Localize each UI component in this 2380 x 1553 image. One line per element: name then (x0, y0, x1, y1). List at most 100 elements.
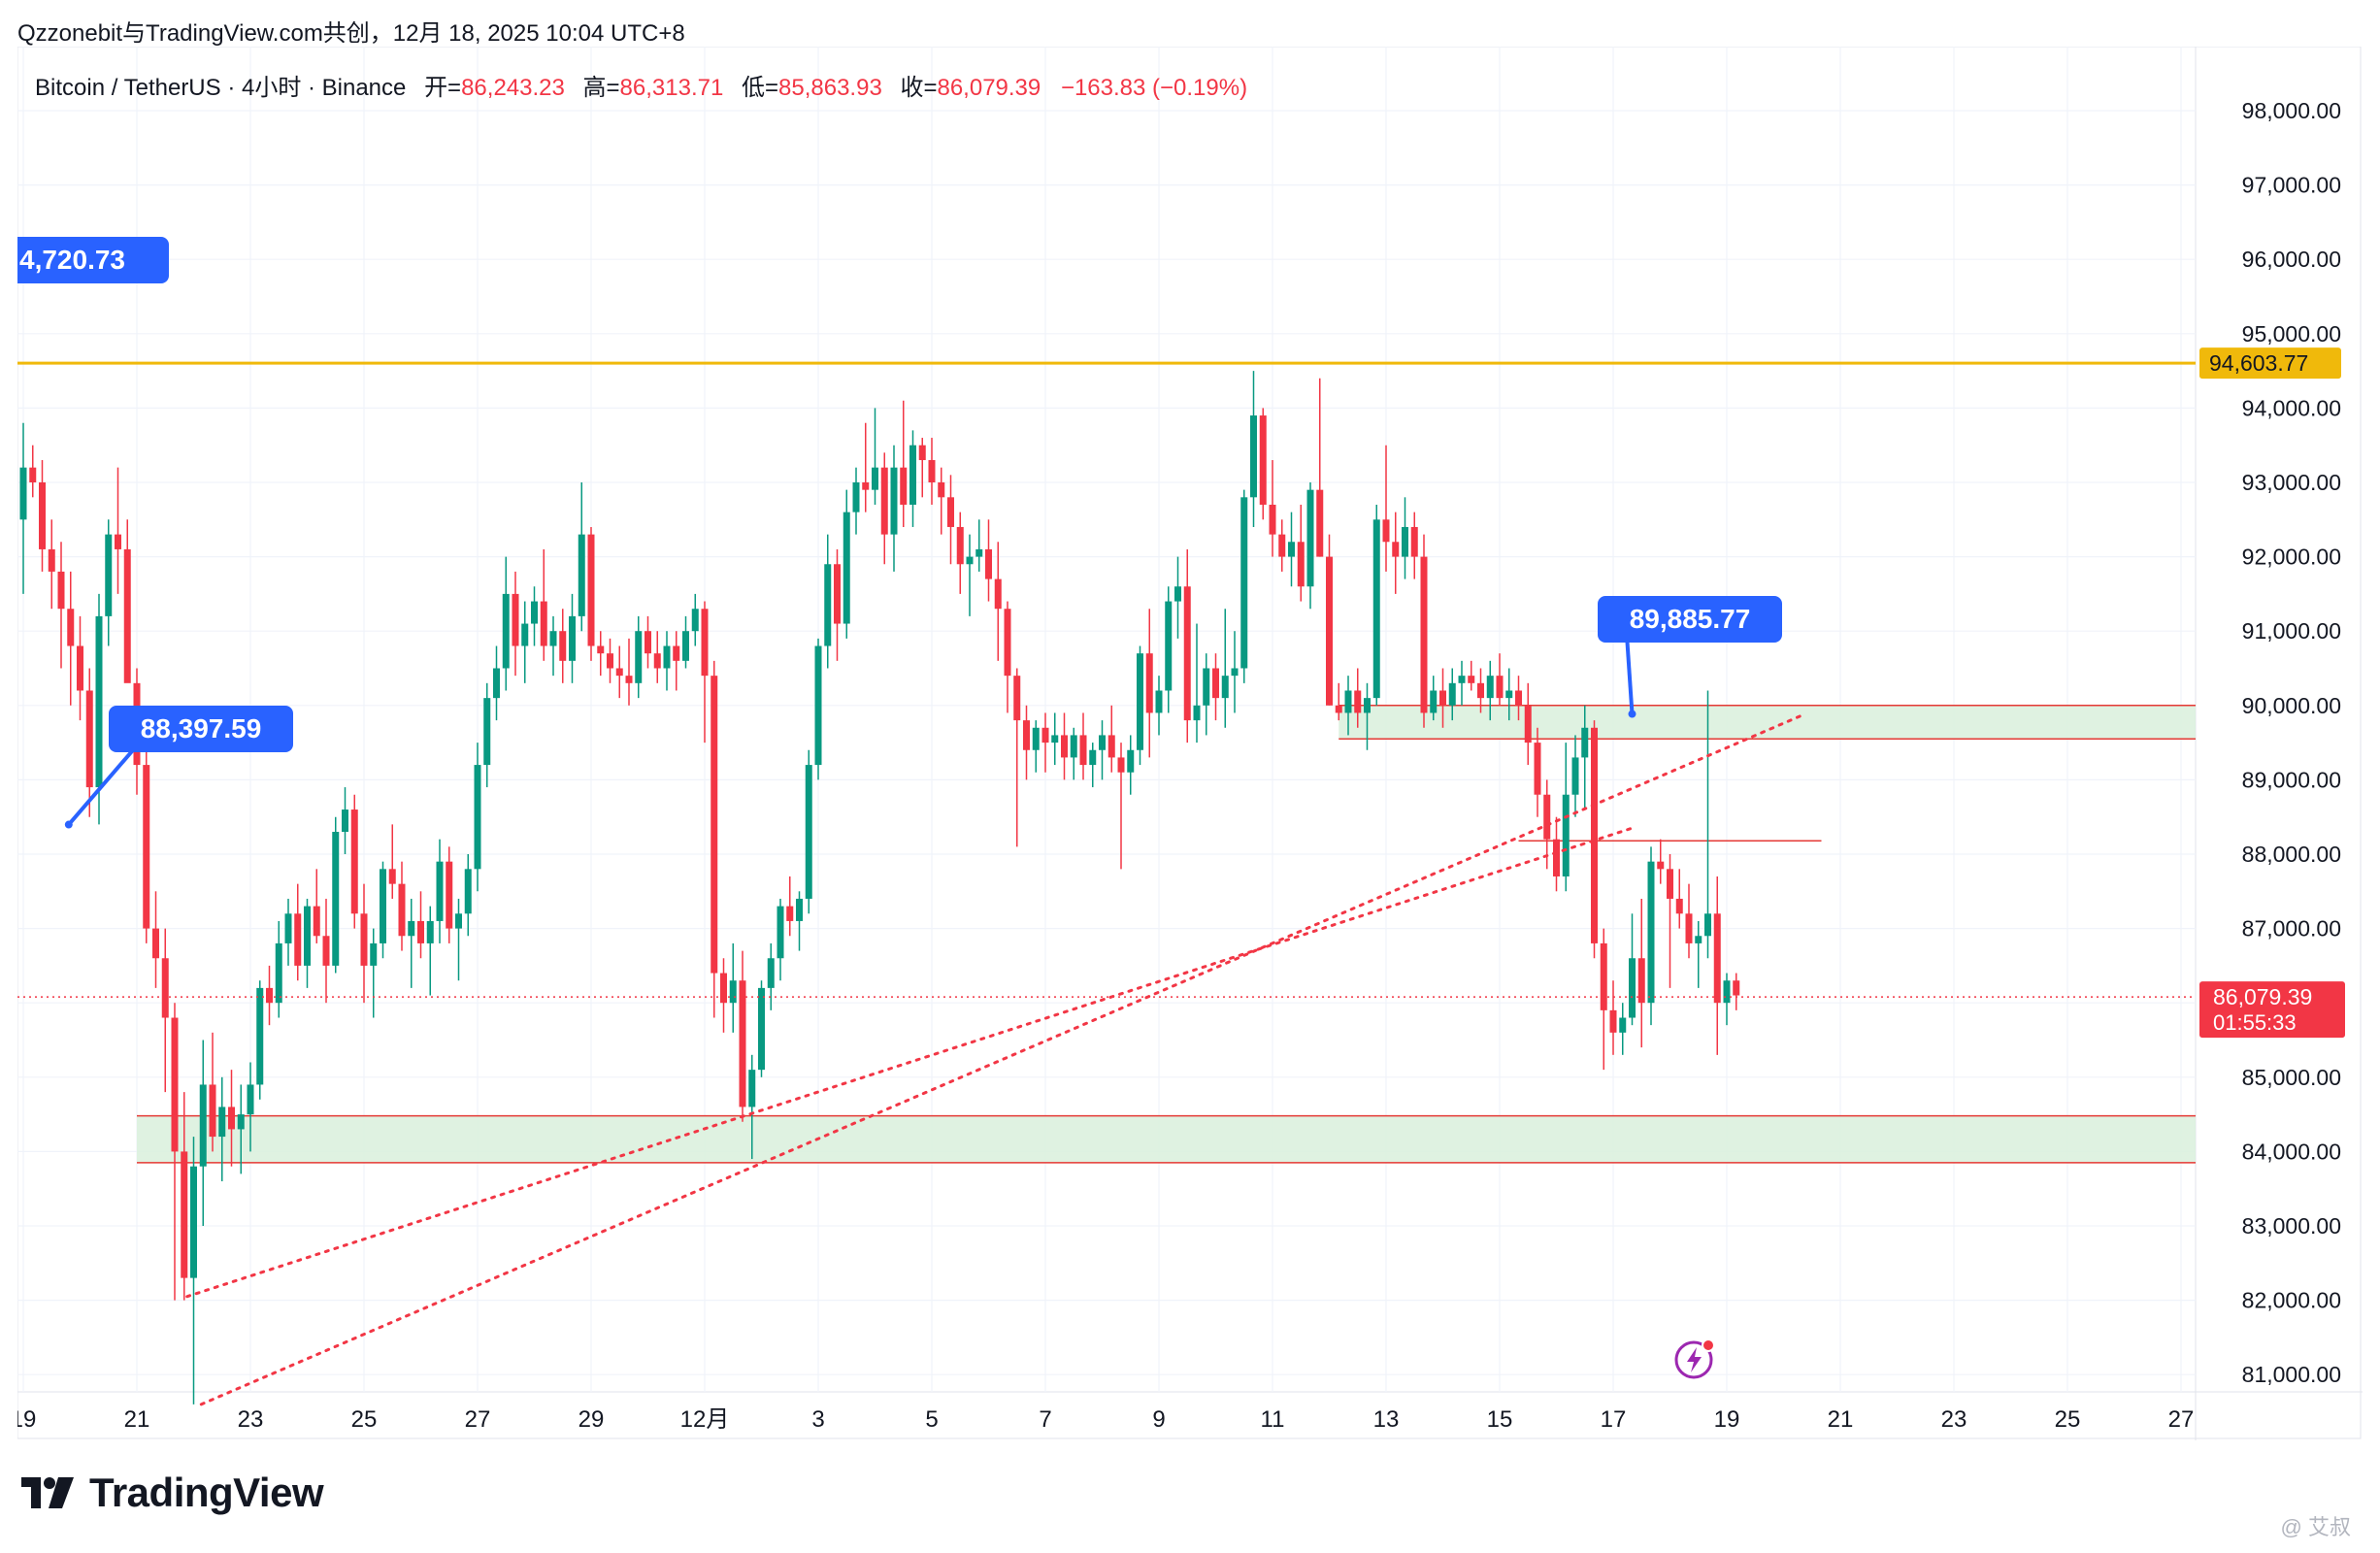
page-title: Qzzonebit与TradingView.com共创，12月 18, 2025… (17, 20, 685, 47)
candle-body (862, 482, 870, 490)
price-tag-94603 (2199, 347, 2341, 380)
candle-body (1004, 609, 1011, 677)
time-tick-label: 23 (238, 1406, 264, 1433)
candle (663, 631, 671, 691)
candle (1685, 883, 1693, 959)
lightning-icon[interactable] (1673, 1336, 1718, 1380)
candle-body (1231, 668, 1239, 677)
candle (909, 430, 916, 527)
candle (872, 408, 878, 505)
candle (786, 876, 794, 937)
candle-body (900, 467, 908, 505)
candle-body (1354, 690, 1362, 713)
candle-body (1306, 489, 1314, 587)
candle-body (1430, 690, 1438, 713)
price-tick-label: 85,000.00 (2242, 1065, 2341, 1090)
candle-body (426, 920, 434, 943)
candle (85, 668, 93, 817)
candle-body (1061, 735, 1068, 758)
candle (313, 869, 320, 943)
candle-body (228, 1107, 235, 1130)
candle (1250, 371, 1257, 527)
price-tick-label: 92,000.00 (2242, 545, 2341, 570)
time-axis[interactable]: 19 21 23 25 27 29 12月 3 5 7 9 11 13 15 17 19 21 23 25 27 (11, 1406, 2195, 1433)
candle (266, 965, 273, 1026)
time-tick-label: 11 (1261, 1406, 1285, 1433)
candlestick-chart[interactable]: 4,720.73 88,397.59 89,885.77 98,000.00 97,0… (8, 46, 2363, 1440)
candle-body (1041, 727, 1049, 743)
candle (587, 526, 595, 661)
candle (1382, 445, 1390, 572)
candle-body (615, 668, 623, 677)
candle-body (1637, 958, 1645, 1004)
candle-body (1326, 556, 1333, 706)
candle (653, 631, 661, 683)
candle-body (209, 1084, 216, 1138)
candle-body (587, 534, 595, 646)
candle (938, 467, 945, 535)
candle (57, 542, 65, 669)
candle (1402, 497, 1408, 579)
candle-body (663, 645, 671, 669)
time-tick-label: 13 (1373, 1406, 1400, 1433)
open-label: 开= (424, 75, 462, 101)
candle-body (1667, 869, 1673, 899)
candle-body (1032, 727, 1040, 750)
candle (483, 682, 491, 788)
candle-body (834, 564, 841, 624)
candle (1306, 482, 1314, 610)
candle (900, 400, 908, 527)
candle-body (1155, 690, 1163, 713)
candle (123, 519, 131, 683)
candle (275, 920, 282, 1018)
candle-body (436, 861, 444, 921)
price-tick-label: 87,000.00 (2242, 916, 2341, 942)
candle-body (843, 512, 850, 624)
candle-body (1316, 489, 1324, 557)
candle-body (1203, 668, 1210, 706)
candle (597, 631, 605, 677)
candle (559, 609, 567, 683)
trend-line (185, 826, 1634, 1299)
time-tick-label: 5 (925, 1406, 938, 1433)
candle (1723, 973, 1731, 1026)
candle-body (85, 690, 93, 788)
price-tick-label: 95,000.00 (2242, 321, 2341, 347)
candle-body (956, 526, 964, 565)
price-tick-label: 83,000.00 (2242, 1213, 2341, 1239)
candle-body (370, 942, 378, 966)
candle-body (1193, 705, 1201, 721)
candle (1117, 743, 1125, 870)
candle-body (1515, 690, 1522, 706)
candle (918, 438, 926, 498)
time-tick-label: 25 (2055, 1406, 2081, 1433)
candle-body (1250, 415, 1257, 498)
candle (67, 571, 75, 706)
candle-body (758, 987, 765, 1071)
candle-body (181, 1151, 188, 1278)
candle (388, 824, 396, 899)
candle (161, 928, 169, 1093)
price-axis[interactable]: 98,000.00 97,000.00 96,000.00 95,000.00 94,0… (2199, 98, 2345, 1387)
chart-area[interactable]: 4,720.73 88,397.59 89,885.77 98,000.00 97,0… (8, 46, 2363, 1440)
candle (1344, 676, 1352, 736)
callout-88397: 88,397.59 (64, 706, 293, 829)
candle-body (266, 987, 273, 1004)
candle-body (1165, 601, 1173, 691)
candle (209, 1032, 216, 1152)
candle-body (872, 467, 878, 490)
tradingview-logo[interactable]: TradingView (19, 1470, 324, 1516)
open-value: 86,243.23 (461, 75, 565, 101)
callout-pointer (1625, 634, 1635, 714)
candle (1013, 668, 1021, 847)
candle (531, 586, 538, 646)
candle-body (1553, 839, 1560, 876)
candle-body (322, 936, 330, 966)
candle-body (739, 980, 746, 1107)
callout-pointer (67, 743, 140, 826)
candle (1061, 712, 1068, 780)
candle (1524, 682, 1532, 766)
candle (1704, 690, 1711, 959)
candle (332, 816, 340, 974)
candle-body (1439, 690, 1446, 706)
